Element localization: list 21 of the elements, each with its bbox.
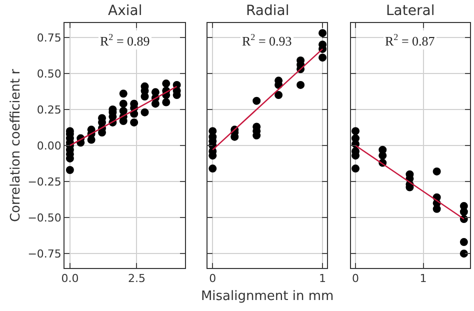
y-axis-title: Correlation coefficient r xyxy=(8,68,24,222)
annotation: R$^{2}$ = 0.87 xyxy=(385,32,436,48)
y-tick-label: −0.75 xyxy=(28,247,62,260)
x-tick-label: 1 xyxy=(319,272,326,286)
chart-title: Axial xyxy=(108,3,142,19)
chart-title: Lateral xyxy=(386,3,435,19)
x-tick-label: 0 xyxy=(352,272,360,286)
y-tick-label: −0.50 xyxy=(28,211,62,224)
x-tick-label: 0.0 xyxy=(61,272,79,286)
y-tick-label: 0.75 xyxy=(36,31,62,44)
x-tick-label: 2.5 xyxy=(128,272,146,286)
y-tick-label: 0.25 xyxy=(36,103,62,116)
x-tick-label: 0 xyxy=(209,272,216,286)
y-tick-label: 0.50 xyxy=(36,67,62,80)
annotation: R$^{2}$ = 0.93 xyxy=(242,32,292,48)
x-axis-title: Misalignment in mm xyxy=(200,288,334,304)
y-tick-label: 0.00 xyxy=(36,139,62,152)
annotation: R$^{2}$ = 0.89 xyxy=(100,32,150,48)
chart-title: Radial xyxy=(246,3,290,19)
x-tick-label: 1 xyxy=(420,272,427,286)
y-tick-label: −0.25 xyxy=(28,175,62,188)
